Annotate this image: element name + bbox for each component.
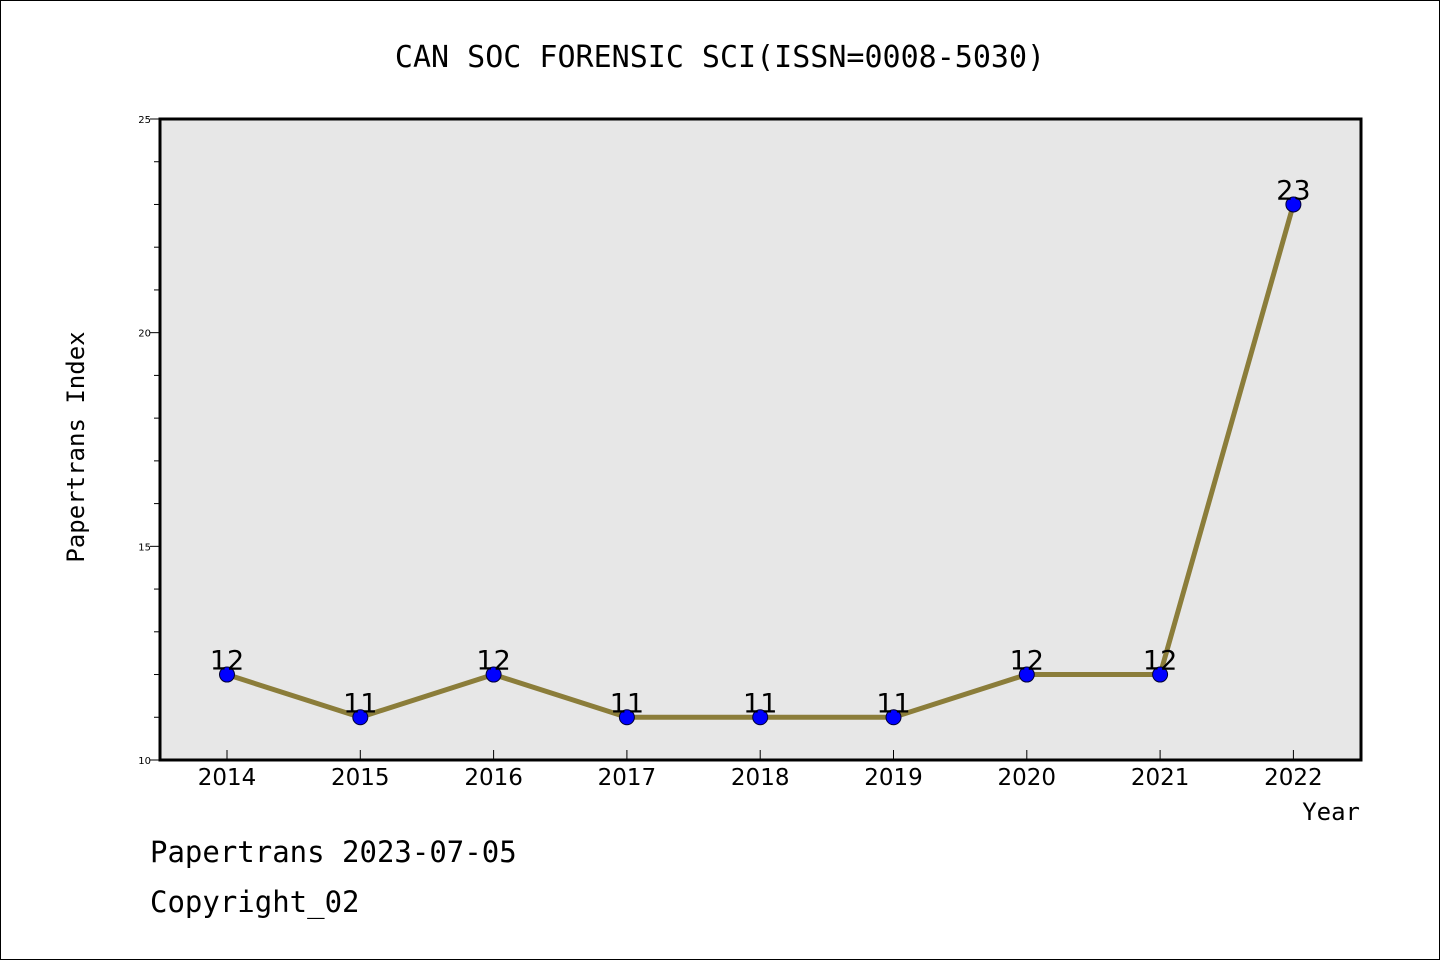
- x-tick-label: 2015: [331, 765, 390, 791]
- data-label: 11: [343, 688, 377, 719]
- y-tick-label: 20: [138, 329, 151, 340]
- x-tick-label: 2016: [464, 765, 523, 791]
- data-point: [1285, 196, 1302, 213]
- data-label: 11: [743, 688, 777, 719]
- y-axis: 10 15 20 25: [138, 115, 160, 767]
- data-point: [1152, 666, 1169, 683]
- x-tick-label: 2020: [998, 765, 1057, 791]
- data-point: [219, 666, 235, 683]
- data-label: 12: [1010, 646, 1044, 677]
- data-point: [752, 709, 769, 726]
- data-label: 12: [210, 646, 244, 677]
- y-tick-label: 15: [138, 542, 151, 553]
- data-label: 11: [610, 688, 644, 719]
- data-point: [352, 709, 369, 726]
- chart-title: CAN SOC FORENSIC SCI(ISSN=0008-5030): [395, 40, 1045, 75]
- x-tick-label: 2017: [598, 765, 657, 791]
- footer-copyright: Copyright_02: [150, 885, 360, 919]
- footer-date: Papertrans 2023-07-05: [150, 835, 517, 869]
- data-point: [485, 666, 502, 683]
- data-label: 12: [1143, 646, 1177, 677]
- data-label: 12: [476, 646, 510, 677]
- y-tick-label: 10: [138, 756, 151, 767]
- data-point: [618, 709, 635, 726]
- series-group: 12 11 12 11 11 11 12 12 23: [210, 175, 1311, 726]
- x-axis-label: Year: [1302, 798, 1360, 826]
- data-label: 11: [876, 688, 910, 719]
- x-tick-label: 2021: [1131, 765, 1190, 791]
- x-tick-label: 2018: [731, 765, 790, 791]
- y-tick-label: 25: [138, 115, 151, 126]
- data-point: [1018, 666, 1035, 683]
- plot-area: [158, 117, 1363, 762]
- data-point: [885, 709, 902, 726]
- x-tick-label: 2022: [1264, 765, 1323, 791]
- x-tick-label: 2019: [864, 765, 923, 791]
- data-label: 23: [1276, 175, 1310, 206]
- y-axis-label: Papertrans Index: [62, 331, 90, 562]
- x-axis: 2014 2015 2016 2017 2018 2019 2020 2021 2022: [198, 750, 1323, 791]
- x-tick-label: 2014: [198, 765, 257, 791]
